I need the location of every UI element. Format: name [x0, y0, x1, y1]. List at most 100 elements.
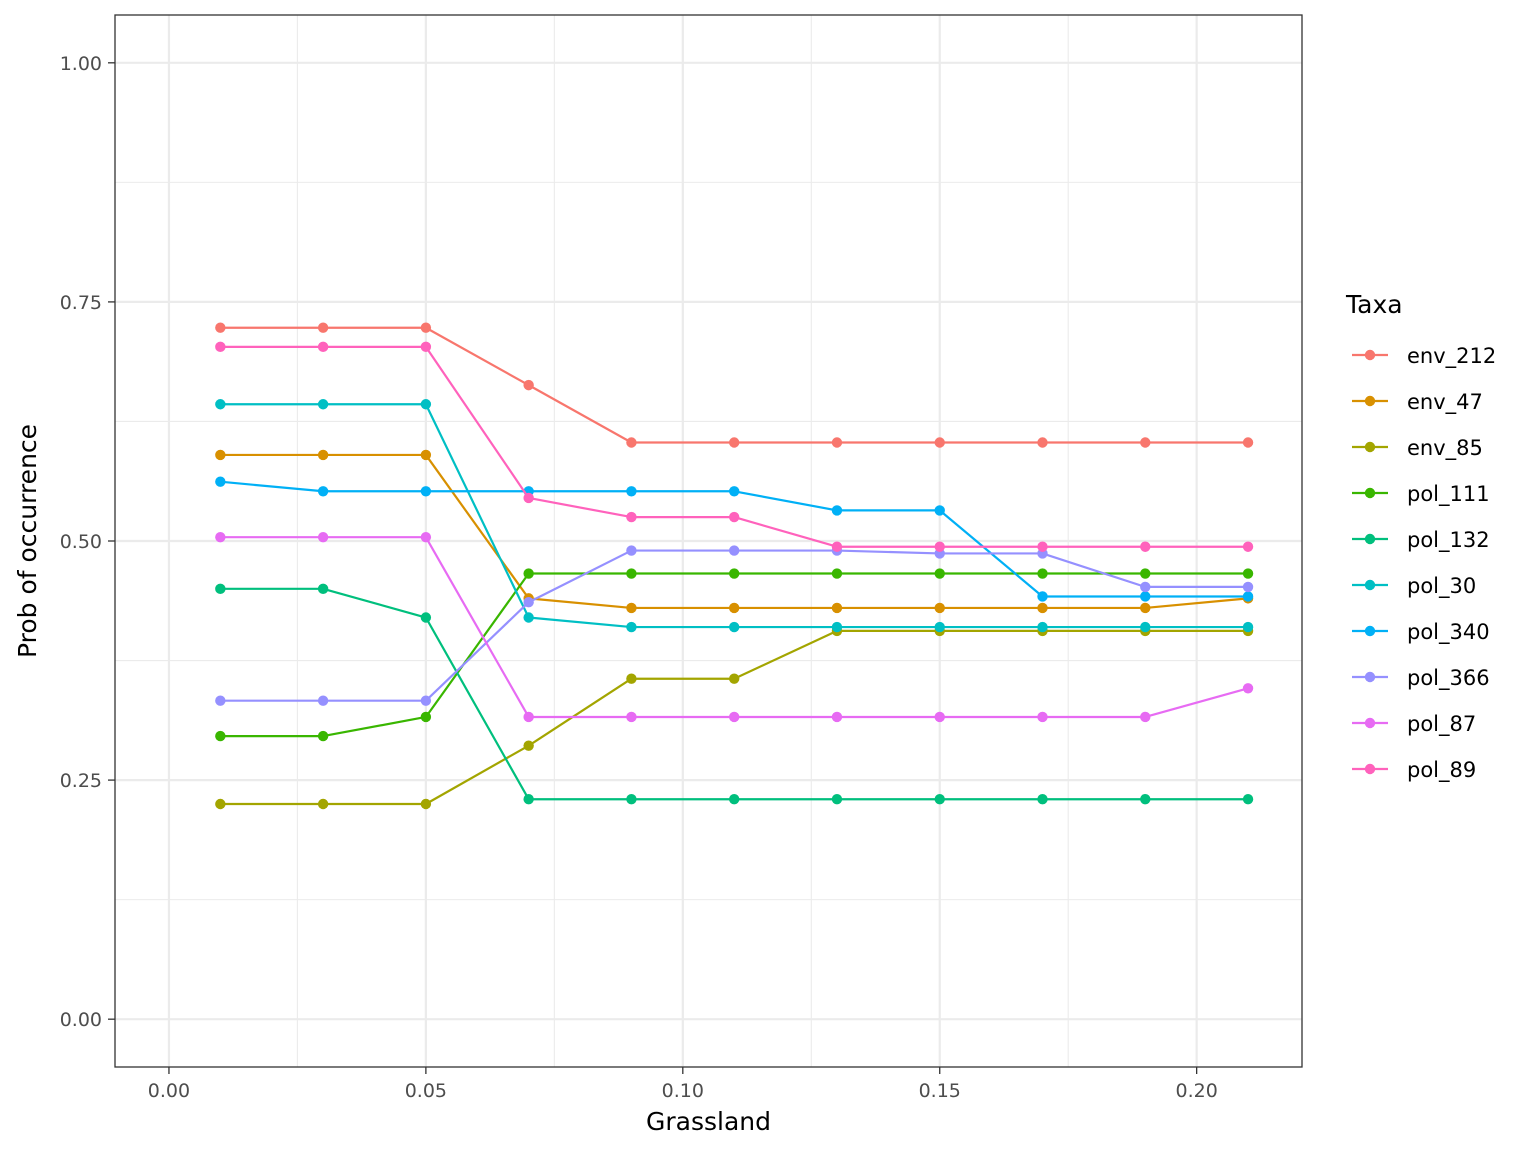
data-point [626, 486, 637, 497]
data-point [728, 437, 740, 448]
x-axis-title: Grassland [646, 1107, 771, 1136]
series-pol-30 [215, 399, 1254, 633]
data-point [1242, 794, 1254, 805]
legend-key-point [1364, 487, 1376, 499]
series-pol-132 [215, 583, 1254, 805]
legend-key-point [1364, 441, 1376, 453]
data-point [626, 545, 637, 556]
legend-item-env-85: env_85 [1352, 436, 1483, 461]
data-point [317, 341, 329, 353]
data-point [831, 602, 843, 614]
series-env-212 [215, 322, 1254, 448]
data-point [728, 568, 740, 579]
axis-ticks [108, 62, 1198, 1074]
data-point [215, 583, 226, 595]
data-point [420, 449, 432, 461]
data-point [626, 794, 637, 805]
data-point [1140, 541, 1151, 552]
data-point [420, 341, 432, 353]
data-point [728, 673, 740, 684]
data-point [523, 568, 534, 579]
data-point [1037, 541, 1048, 552]
data-point [728, 621, 740, 633]
data-point [1242, 621, 1254, 633]
legend: Taxa env_212 env_47 env_85 pol_111 pol_132po… [1345, 290, 1496, 783]
data-point [1242, 568, 1254, 579]
data-point [1037, 568, 1048, 579]
legend-label: pol_340 [1407, 620, 1490, 645]
tick-labels: 0.00 0.05 0.10 0.15 0.20 0.00 0.25 0.50 0.75 1.00 [60, 53, 1218, 1102]
data-point [317, 583, 329, 595]
legend-label: pol_132 [1407, 528, 1490, 553]
data-point [317, 449, 329, 461]
data-point [420, 399, 432, 410]
data-point [728, 511, 740, 523]
data-point [728, 486, 740, 497]
x-tick-label: 0.05 [405, 1080, 447, 1102]
data-point [215, 449, 226, 461]
y-tick-label: 0.00 [60, 1009, 102, 1031]
legend-item-pol-87: pol_87 [1352, 712, 1476, 737]
data-point [728, 794, 740, 805]
y-axis-title: Prob of occurrence [13, 424, 42, 658]
data-point [626, 602, 637, 614]
data-point [215, 322, 226, 333]
legend-item-pol-89: pol_89 [1352, 758, 1476, 783]
legend-item-env-212: env_212 [1352, 344, 1496, 369]
data-point [1140, 621, 1151, 633]
data-point [523, 711, 534, 723]
data-point [934, 621, 945, 633]
legend-item-pol-111: pol_111 [1352, 482, 1490, 507]
data-point [317, 531, 329, 543]
series-layer [215, 322, 1254, 810]
series-pol-340 [215, 476, 1254, 602]
legend-label: pol_89 [1407, 758, 1476, 783]
data-point [728, 545, 740, 556]
data-point [1037, 711, 1048, 723]
data-point [420, 695, 432, 706]
data-point [317, 486, 329, 497]
series-pol-111 [215, 568, 1254, 742]
data-point [1037, 437, 1048, 448]
data-point [934, 794, 945, 805]
data-point [317, 399, 329, 410]
legend-key-point [1364, 625, 1376, 637]
data-point [1037, 794, 1048, 805]
data-point [215, 341, 226, 353]
legend-key-point [1364, 579, 1376, 591]
data-point [523, 492, 534, 504]
legend-label: env_212 [1407, 344, 1496, 369]
legend-key-point [1364, 349, 1376, 361]
data-point [1037, 621, 1048, 633]
legend-label: env_85 [1407, 436, 1483, 461]
x-tick-label: 0.15 [919, 1080, 961, 1102]
data-point [831, 621, 843, 633]
legend-item-pol-366: pol_366 [1352, 666, 1490, 691]
series-pol-89 [215, 341, 1254, 552]
data-point [215, 476, 226, 487]
legend-label: pol_87 [1407, 712, 1476, 737]
data-point [934, 437, 945, 448]
data-point [1140, 568, 1151, 579]
data-point [317, 730, 329, 742]
data-point [1140, 602, 1151, 614]
data-point [626, 511, 637, 523]
legend-label: pol_30 [1407, 574, 1476, 599]
data-point [934, 568, 945, 579]
y-tick-label: 0.75 [60, 292, 102, 314]
grid-minor [115, 15, 1302, 1067]
data-point [831, 437, 843, 448]
x-tick-label: 0.00 [148, 1080, 190, 1102]
data-point [934, 711, 945, 723]
data-point [934, 602, 945, 614]
legend-key-point [1364, 763, 1376, 775]
data-point [1140, 591, 1151, 602]
data-point [831, 568, 843, 579]
data-point [626, 621, 637, 633]
data-point [831, 505, 843, 516]
legend-item-pol-132: pol_132 [1352, 528, 1490, 553]
data-point [626, 673, 637, 684]
data-point [215, 531, 226, 543]
